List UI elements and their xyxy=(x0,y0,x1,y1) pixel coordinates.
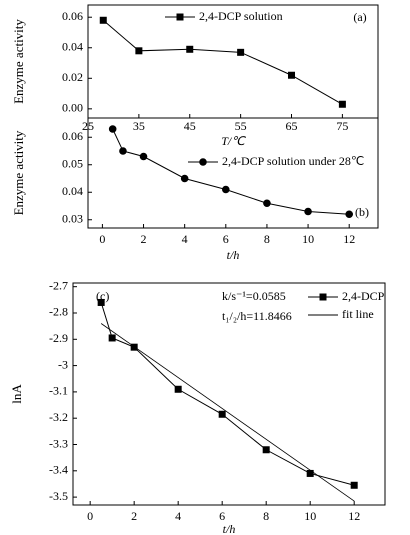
data-point xyxy=(350,481,358,489)
x-tick-label: 4 xyxy=(175,509,181,523)
annotation: (a) xyxy=(353,10,366,24)
x-tick-label: 10 xyxy=(302,232,314,246)
x-tick-label: 2 xyxy=(131,509,137,523)
y-tick-label: 0.00 xyxy=(62,101,83,115)
x-tick-label: 8 xyxy=(264,232,270,246)
y-tick-label: -3.1 xyxy=(49,384,68,398)
x-tick-label: 6 xyxy=(219,509,225,523)
y-axis-label: Enzyme activity xyxy=(11,130,26,215)
y-tick-label: 0.04 xyxy=(62,40,83,54)
data-point xyxy=(97,298,105,306)
fit-line xyxy=(100,323,355,502)
legend-label: fit line xyxy=(342,307,374,321)
legend-marker xyxy=(319,293,327,301)
y-tick-label: -3.2 xyxy=(49,410,68,424)
y-tick-label: 0.05 xyxy=(62,157,83,171)
data-point xyxy=(218,410,226,418)
y-tick-label: -2.8 xyxy=(49,305,68,319)
x-tick-label: 6 xyxy=(223,232,229,246)
x-tick-label: 0 xyxy=(99,232,105,246)
x-axis-label: t/h xyxy=(227,248,240,262)
y-tick-label: 0.04 xyxy=(62,184,83,198)
data-point xyxy=(338,100,346,108)
x-tick-label: 45 xyxy=(184,119,196,133)
plot-frame xyxy=(87,117,379,229)
annotation: (b) xyxy=(355,205,369,219)
data-point xyxy=(108,125,117,133)
series-line xyxy=(102,19,343,105)
x-axis-label: T/℃ xyxy=(221,134,246,148)
y-tick-label: -3.4 xyxy=(49,463,68,477)
data-point xyxy=(263,199,271,208)
x-tick-label: 4 xyxy=(182,232,188,246)
data-point xyxy=(262,446,270,454)
data-point xyxy=(139,152,148,161)
data-point xyxy=(130,343,138,351)
x-tick-label: 75 xyxy=(336,119,348,133)
x-tick-label: 2 xyxy=(141,232,147,246)
x-tick-label: 55 xyxy=(235,119,247,133)
data-point xyxy=(180,174,189,183)
x-tick-label: 12 xyxy=(348,509,360,523)
legend-label: 2,4-DCP xyxy=(342,289,385,303)
data-point xyxy=(345,210,354,219)
y-tick-label: -3.3 xyxy=(49,436,68,450)
y-tick-label: 0.02 xyxy=(62,70,83,84)
y-axis-label: Enzyme activity xyxy=(11,19,26,104)
x-axis-label: t/h xyxy=(223,522,236,535)
x-tick-label: 12 xyxy=(343,232,355,246)
legend-label: 2,4-DCP solution xyxy=(199,9,283,23)
y-axis-label: lnA xyxy=(9,384,24,404)
y-tick-label: 0.06 xyxy=(62,129,83,143)
y-tick-label: -3.5 xyxy=(49,489,68,503)
data-point xyxy=(99,16,107,24)
data-point xyxy=(119,147,127,155)
data-point xyxy=(306,469,314,477)
x-tick-label: 35 xyxy=(133,119,145,133)
x-tick-label: 0 xyxy=(87,509,93,523)
y-tick-label: 0.06 xyxy=(62,9,83,23)
legend-label: 2,4-DCP solution under 28℃ xyxy=(222,154,364,168)
annotation: t₁/₂/h=11.8466 xyxy=(222,309,292,323)
data-point xyxy=(237,48,245,56)
x-tick-label: 10 xyxy=(304,509,316,523)
legend-marker xyxy=(176,13,184,21)
plot-frame xyxy=(72,282,386,506)
data-point xyxy=(108,334,116,342)
data-point xyxy=(222,185,230,194)
y-tick-label: -2.7 xyxy=(49,278,68,292)
data-point xyxy=(288,71,296,79)
legend-marker xyxy=(199,158,207,166)
series-line xyxy=(100,302,355,486)
y-tick-label: -3 xyxy=(58,357,68,371)
data-point xyxy=(304,207,312,216)
x-tick-label: 65 xyxy=(286,119,298,133)
y-tick-label: -2.9 xyxy=(49,331,68,345)
annotation: k/s⁻¹=0.0585 xyxy=(222,289,286,303)
data-point xyxy=(135,47,143,55)
data-point xyxy=(186,45,194,53)
data-point xyxy=(174,385,182,393)
x-tick-label: 8 xyxy=(263,509,269,523)
y-tick-label: 0.03 xyxy=(62,212,83,226)
